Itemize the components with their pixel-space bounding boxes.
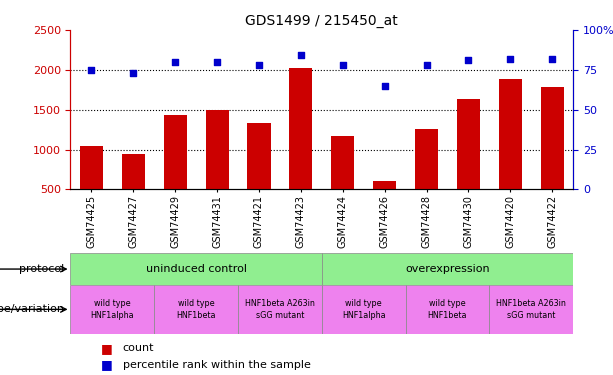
Bar xyxy=(80,146,103,189)
Point xyxy=(463,57,473,63)
Bar xyxy=(248,123,270,189)
Bar xyxy=(238,285,322,334)
Text: wild type
HNF1beta: wild type HNF1beta xyxy=(177,299,216,320)
Point xyxy=(212,59,222,65)
Bar xyxy=(406,285,489,334)
Text: wild type
HNF1beta: wild type HNF1beta xyxy=(428,299,467,320)
Bar xyxy=(373,181,396,189)
Point xyxy=(129,70,139,76)
Text: protocol: protocol xyxy=(19,264,64,274)
Point xyxy=(254,62,264,68)
Bar xyxy=(499,80,522,189)
Bar xyxy=(457,99,480,189)
Bar xyxy=(164,115,187,189)
Text: ■: ■ xyxy=(101,358,113,371)
Bar xyxy=(289,68,313,189)
Text: wild type
HNF1alpha: wild type HNF1alpha xyxy=(342,299,386,320)
Bar xyxy=(205,111,229,189)
Text: wild type
HNF1alpha: wild type HNF1alpha xyxy=(91,299,134,320)
Text: HNF1beta A263in
sGG mutant: HNF1beta A263in sGG mutant xyxy=(497,299,566,320)
Bar xyxy=(122,154,145,189)
Text: HNF1beta A263in
sGG mutant: HNF1beta A263in sGG mutant xyxy=(245,299,315,320)
Bar xyxy=(154,285,238,334)
Point xyxy=(547,56,557,62)
Text: percentile rank within the sample: percentile rank within the sample xyxy=(123,360,310,370)
Bar xyxy=(70,253,322,285)
Point xyxy=(505,56,515,62)
Point xyxy=(86,67,96,73)
Point xyxy=(422,62,432,68)
Text: genotype/variation: genotype/variation xyxy=(0,304,64,314)
Text: overexpression: overexpression xyxy=(405,264,490,274)
Point xyxy=(338,62,348,68)
Point xyxy=(380,83,390,89)
Point xyxy=(296,53,306,58)
Text: ■: ■ xyxy=(101,342,113,355)
Bar xyxy=(415,129,438,189)
Bar xyxy=(322,253,573,285)
Title: GDS1499 / 215450_at: GDS1499 / 215450_at xyxy=(245,13,398,28)
Point xyxy=(170,59,180,65)
Bar xyxy=(70,285,154,334)
Text: uninduced control: uninduced control xyxy=(146,264,246,274)
Bar xyxy=(322,285,406,334)
Text: count: count xyxy=(123,343,154,353)
Bar xyxy=(541,87,564,189)
Bar xyxy=(331,136,354,189)
Bar xyxy=(489,285,573,334)
